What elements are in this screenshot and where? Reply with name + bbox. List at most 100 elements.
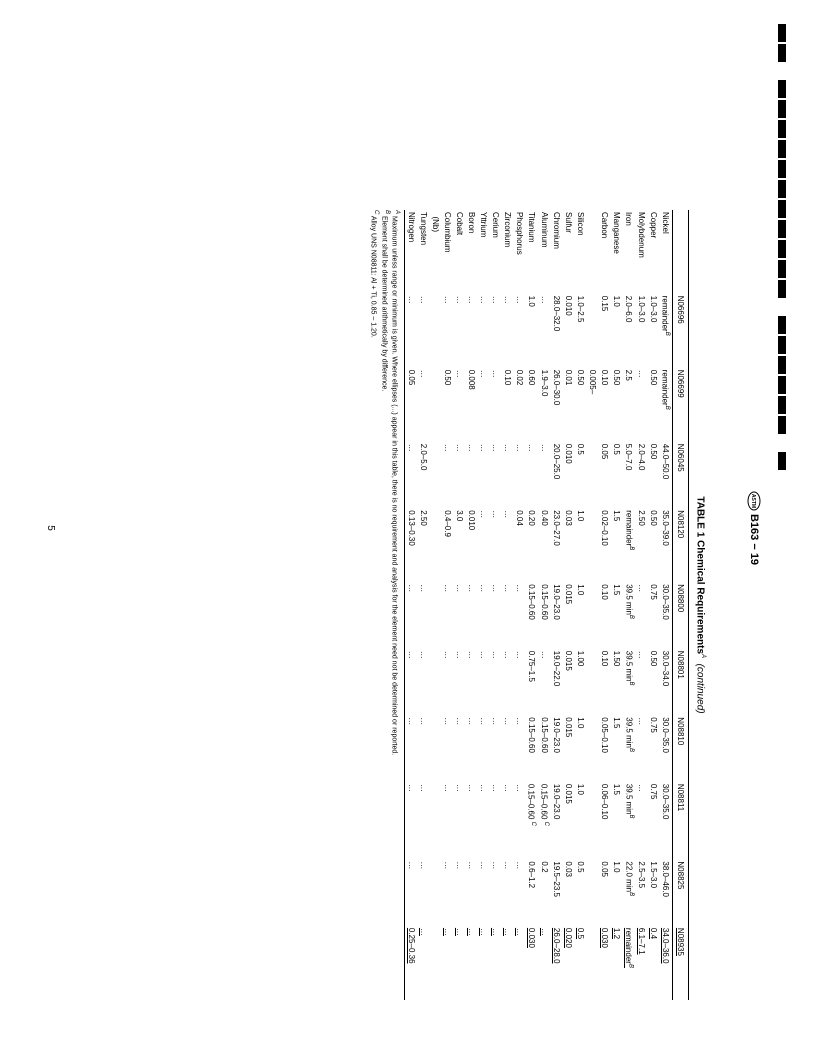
cell [429,859,441,926]
cell: 2.5 [622,368,635,442]
cell: … [477,926,489,1000]
cell: 1.5 [610,715,622,782]
element-name: Phosphorus [513,210,525,294]
cell: 2.5–3.5 [635,859,647,926]
cell: 0.15–0.60 [538,715,551,782]
cell: 19.0–23.0 [550,715,562,782]
spec-number: B163 − 19 [748,514,760,565]
cell: … [513,926,525,1000]
redaction-bar [778,200,786,218]
cell: 0.4 [647,926,659,1000]
cell: 0.15–0.60 C [525,782,538,860]
cell [429,294,441,368]
cell: 0.10 [598,649,610,716]
cell [429,782,441,860]
cell: 0.40 [538,508,551,582]
cell: … [501,926,513,1000]
cell: … [501,582,513,649]
cell: … [477,782,489,860]
cell [429,368,441,442]
cell: … [417,368,429,442]
cell: 19.0–23.0 [550,782,562,860]
cell: 1.0 [574,582,586,649]
redaction-bar [778,336,786,354]
cell: … [513,715,525,782]
cell: … [441,926,453,1000]
cell: 0.50 [610,368,622,442]
cell: … [489,926,501,1000]
cell: … [441,715,453,782]
element-name: Zirconium [501,210,513,294]
redaction-bar [778,160,786,178]
cell: 0.010 [465,508,477,582]
redaction-bar [778,80,786,98]
cell: … [453,859,465,926]
cell: … [417,859,429,926]
cell [429,926,441,1000]
cell: … [501,294,513,368]
svg-text:ASTM: ASTM [750,494,756,508]
cell: 0.5 [574,442,586,509]
cell: 0.50 [441,368,453,442]
cell: 0.010 [562,294,574,368]
cell: … [489,442,501,509]
cell: 0.15–0.60 C [538,782,551,860]
element-name: Nickel [659,210,672,294]
cell: … [405,294,418,368]
cell [586,715,598,782]
cell: … [635,715,647,782]
col-N06699: N06699 [672,368,688,442]
cell: … [513,782,525,860]
cell: … [501,649,513,716]
cell: 0.50 [647,442,659,509]
cell: … [525,442,538,509]
redaction-bar [778,240,786,258]
cell: 0.75 [647,582,659,649]
cell: 0.50 [574,368,586,442]
col-N08825: N08825 [672,859,688,926]
cell: … [441,782,453,860]
cell: … [465,926,477,1000]
cell: … [417,926,429,1000]
cell [586,859,598,926]
cell: … [489,715,501,782]
cell [429,442,441,509]
cell: 0.015 [562,782,574,860]
redaction-bar [778,280,786,298]
cell: … [417,782,429,860]
cell: … [405,715,418,782]
element-name: Tungsten [417,210,429,294]
cell: remainderB [659,294,672,368]
cell: … [477,368,489,442]
cell: 0.20 [525,508,538,582]
cell: … [465,782,477,860]
cell: 1.0 [610,294,622,368]
cell: 0.020 [562,926,574,1000]
cell: … [453,715,465,782]
cell: 1.0–3.0 [635,294,647,368]
cell [586,782,598,860]
cell [586,926,598,1000]
cell: 0.02 [513,368,525,442]
cell: 0.25–0.36 [405,926,418,1000]
cell: 22.0 minB [622,859,635,926]
cell: 0.50 [647,368,659,442]
cell: … [635,782,647,860]
cell: 0.5 [574,926,586,1000]
cell: 1.5–3.0 [647,859,659,926]
cell: … [635,582,647,649]
cell [586,508,598,582]
cell: … [417,582,429,649]
cell: 30.0–34.0 [659,649,672,716]
cell: remainderB [659,368,672,442]
element-name: Copper [647,210,659,294]
cell: … [453,649,465,716]
redaction-bar [778,452,786,470]
col-element [672,210,688,294]
cell: 0.10 [501,368,513,442]
cell: 44.0–50.0 [659,442,672,509]
cell: 5.0–7.0 [622,442,635,509]
redaction-bar [778,100,786,118]
astm-logo-icon: ASTM [747,491,761,511]
cell: 0.03 [562,859,574,926]
